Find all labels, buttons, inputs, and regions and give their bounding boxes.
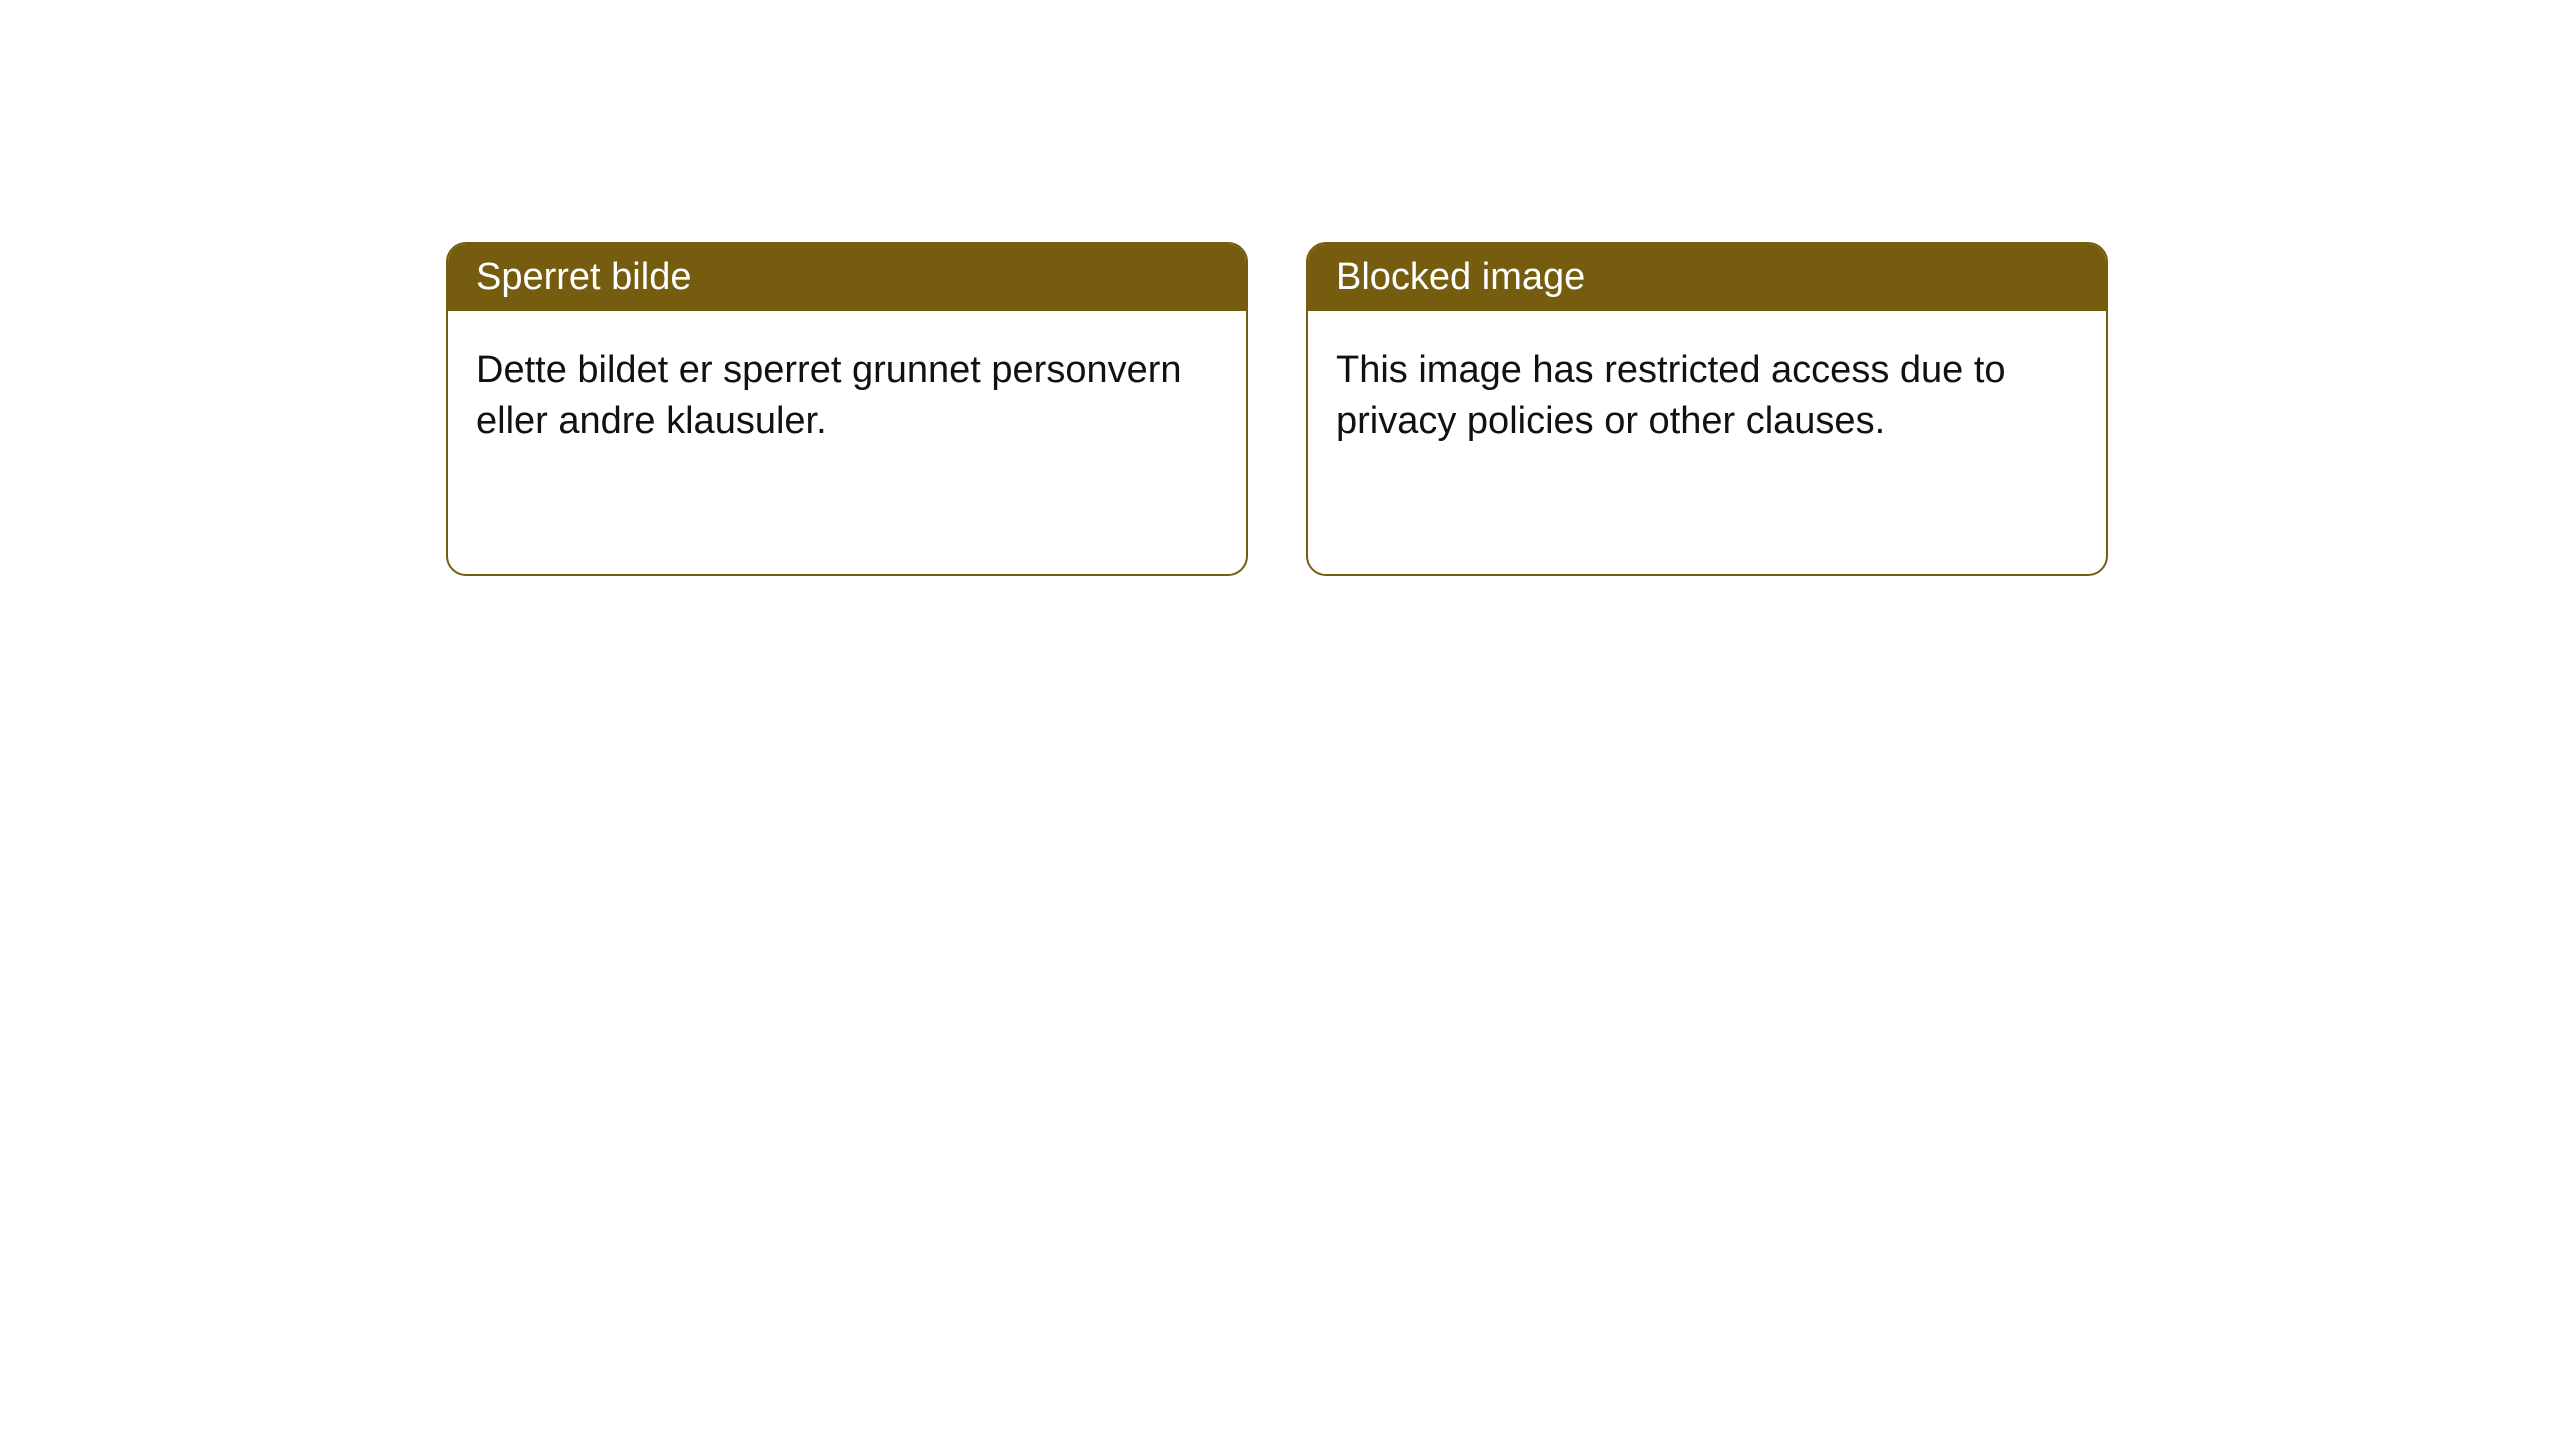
notice-cards-container: Sperret bilde Dette bildet er sperret gr… (446, 242, 2560, 576)
card-body: Dette bildet er sperret grunnet personve… (448, 311, 1246, 482)
card-header: Blocked image (1308, 244, 2106, 311)
card-body-text: This image has restricted access due to … (1336, 349, 2006, 442)
card-body-text: Dette bildet er sperret grunnet personve… (476, 349, 1182, 442)
card-body: This image has restricted access due to … (1308, 311, 2106, 482)
card-header: Sperret bilde (448, 244, 1246, 311)
card-title: Sperret bilde (476, 256, 691, 298)
notice-card-english: Blocked image This image has restricted … (1306, 242, 2108, 576)
notice-card-norwegian: Sperret bilde Dette bildet er sperret gr… (446, 242, 1248, 576)
card-title: Blocked image (1336, 256, 1585, 298)
